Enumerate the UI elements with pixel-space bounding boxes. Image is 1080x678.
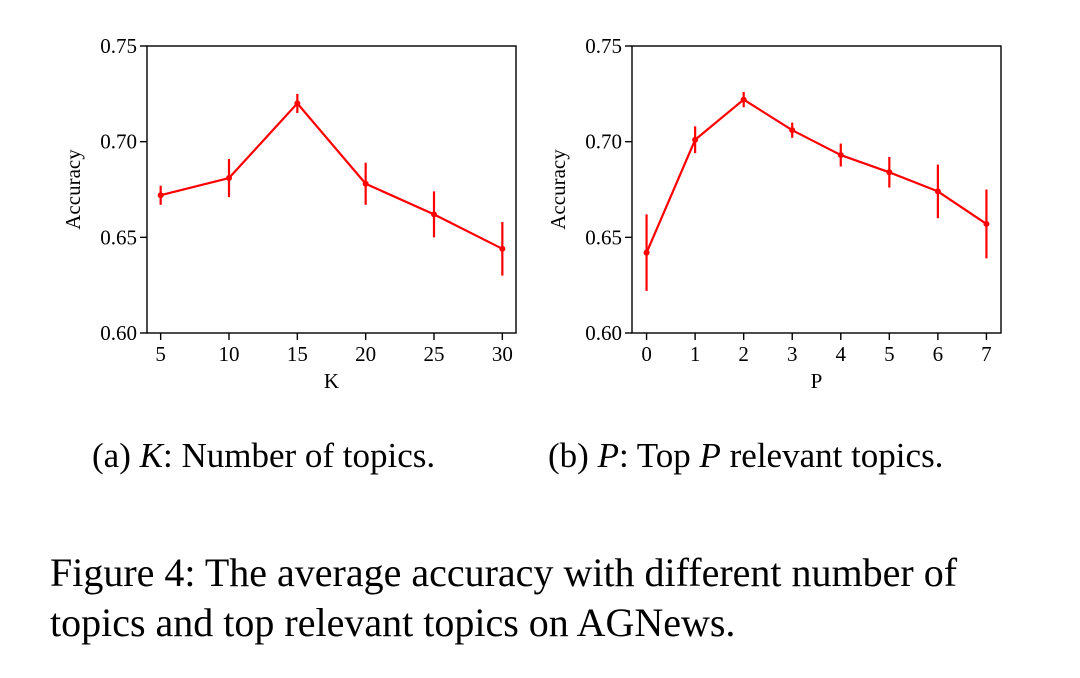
chart-a-xtick-label: 10 bbox=[219, 342, 240, 366]
subcaption-b: (b) P: Top P relevant topics. bbox=[548, 436, 943, 476]
subcaption-b-variable: P bbox=[597, 436, 619, 475]
chart-b-xtick-label: 0 bbox=[641, 342, 652, 366]
chart-a-xtick-label: 25 bbox=[424, 342, 445, 366]
chart-a-data-point bbox=[226, 175, 232, 182]
chart-b-ylabel: Accuracy bbox=[546, 149, 570, 230]
chart-a-data-point bbox=[157, 192, 164, 199]
chart-b-ytick-label: 0.70 bbox=[585, 130, 622, 154]
chart-a-xtick-label: 20 bbox=[355, 342, 376, 366]
chart-a-data-point bbox=[362, 180, 369, 187]
chart-b-xtick-label: 1 bbox=[690, 342, 701, 366]
chart-a-data-point bbox=[294, 100, 301, 107]
chart-a-ylabel: Accuracy bbox=[61, 149, 85, 230]
chart-a-plot-frame bbox=[146, 45, 517, 334]
chart-a-xtick-label: 15 bbox=[287, 342, 308, 366]
chart-b-plot-frame bbox=[631, 45, 1002, 334]
chart-b-ytick-label: 0.60 bbox=[585, 321, 622, 345]
chart-a-xtick-label: 5 bbox=[155, 342, 166, 366]
subcaption-a-text: : Number of topics. bbox=[162, 436, 436, 475]
chart-b-xtick-label: 5 bbox=[884, 342, 895, 366]
chart-b-data-point bbox=[983, 220, 990, 227]
subcaption-b-variable-2: P bbox=[699, 436, 721, 475]
subcaption-b-text-1: : Top bbox=[618, 436, 700, 475]
figure-caption: Figure 4: The average accuracy with diff… bbox=[50, 550, 958, 645]
chart-b-xtick-label: 6 bbox=[933, 342, 944, 366]
subcaption-a: (a) K: Number of topics. bbox=[92, 436, 435, 476]
chart-a-series-line bbox=[160, 102, 503, 250]
chart-b-data-point bbox=[886, 169, 893, 176]
chart-b-xtick-label: 2 bbox=[738, 342, 749, 366]
chart-b-data-point bbox=[789, 127, 796, 134]
chart-a-data-point bbox=[499, 245, 506, 252]
chart-a-ytick-label: 0.60 bbox=[100, 321, 137, 345]
chart-a-xlabel: K bbox=[324, 369, 339, 393]
chart-b-data-point bbox=[643, 249, 650, 256]
chart-b-ytick-label: 0.75 bbox=[585, 34, 622, 58]
chart-b-data-point bbox=[692, 136, 699, 143]
chart-a-ytick-label: 0.75 bbox=[100, 34, 137, 58]
chart-a-ytick-label: 0.65 bbox=[100, 225, 137, 249]
chart-a-data-point bbox=[431, 211, 437, 218]
chart-b-ytick-label: 0.65 bbox=[585, 225, 622, 249]
chart-b-data-point bbox=[837, 152, 844, 159]
chart-b-series-line bbox=[645, 98, 988, 254]
chart-b-data-point bbox=[934, 188, 941, 195]
chart-b-data-point bbox=[740, 96, 747, 103]
chart-a-ytick-label: 0.70 bbox=[100, 130, 137, 154]
chart-a-accuracy-vs-k: 0.60 0.65 0.70 0.75 5 10 15 20 25 30 K Accuracy bbox=[61, 34, 517, 393]
subcaption-a-prefix: (a) bbox=[92, 436, 131, 475]
subcaption-b-text-2: relevant topics. bbox=[720, 436, 944, 475]
subcaption-a-variable: K bbox=[139, 436, 163, 475]
chart-b-xtick-label: 3 bbox=[787, 342, 798, 366]
chart-b-xtick-label: 7 bbox=[981, 342, 992, 366]
chart-b-xtick-label: 4 bbox=[836, 342, 847, 366]
chart-a-xtick-label: 30 bbox=[492, 342, 513, 366]
subcaption-b-prefix: (b) bbox=[548, 436, 589, 475]
chart-b-xlabel: P bbox=[811, 369, 823, 393]
chart-b-accuracy-vs-p: 0.60 0.65 0.70 0.75 0 1 2 3 4 5 6 7 P Accuracy bbox=[546, 34, 1002, 393]
